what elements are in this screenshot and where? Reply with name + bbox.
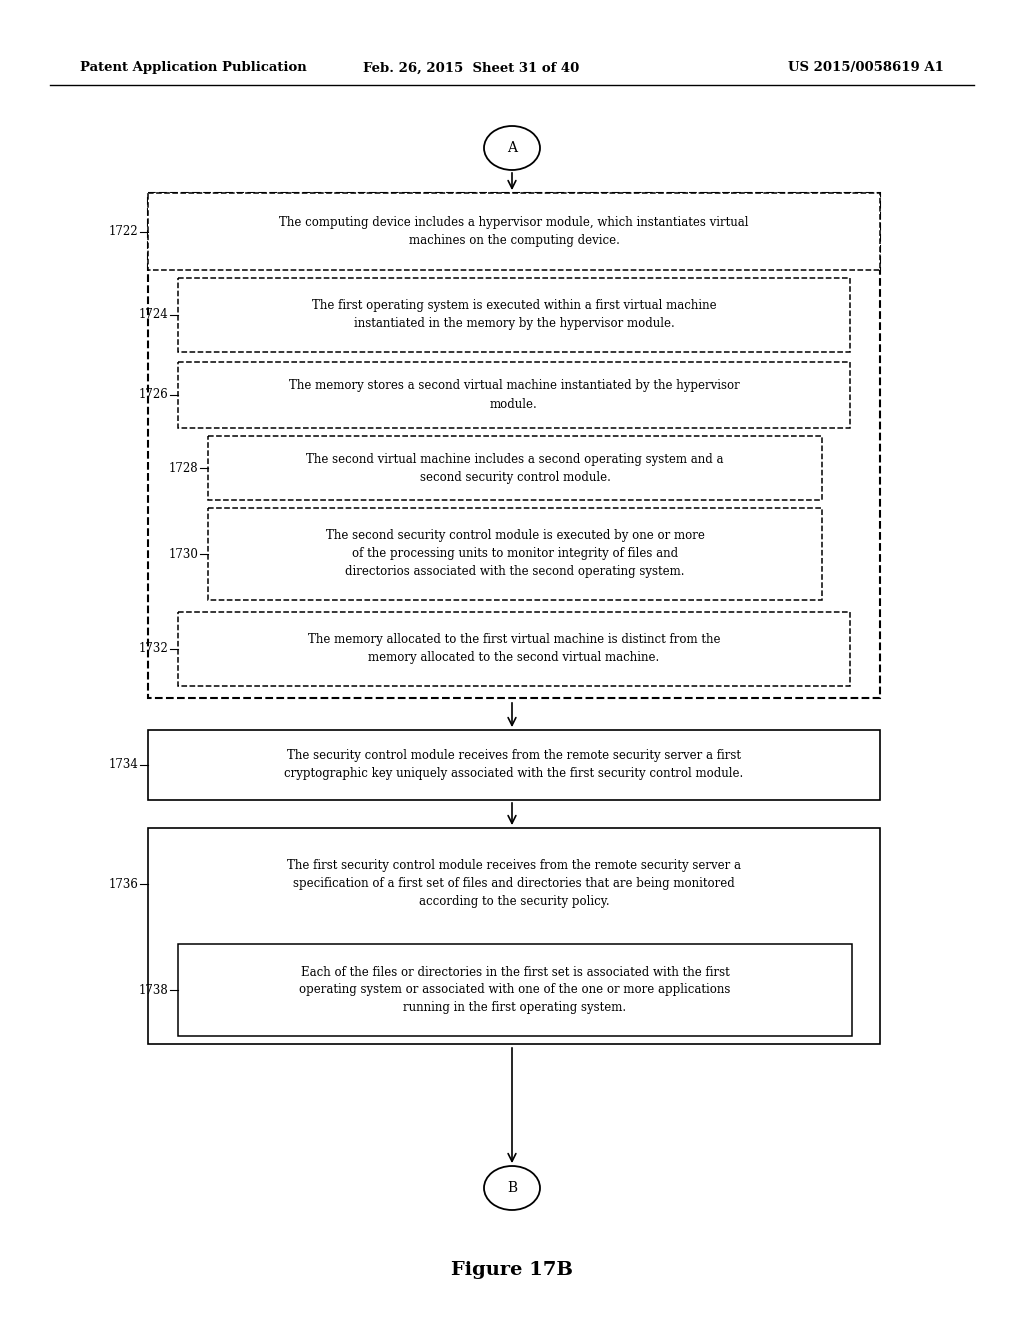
Text: 1732: 1732 <box>138 643 168 656</box>
Ellipse shape <box>484 125 540 170</box>
Bar <box>208 508 822 601</box>
Text: 1736: 1736 <box>109 878 138 891</box>
Text: The second security control module is executed by one or more
of the processing : The second security control module is ex… <box>326 529 705 578</box>
Ellipse shape <box>484 1166 540 1210</box>
Bar <box>148 730 880 800</box>
Text: US 2015/0058619 A1: US 2015/0058619 A1 <box>788 62 944 74</box>
Bar <box>208 436 822 500</box>
Text: Each of the files or directories in the first set is associated with the first
o: Each of the files or directories in the … <box>299 965 731 1015</box>
Text: The memory allocated to the first virtual machine is distinct from the
memory al: The memory allocated to the first virtua… <box>308 634 720 664</box>
Text: The first security control module receives from the remote security server a
spe: The first security control module receiv… <box>287 859 741 908</box>
Text: Figure 17B: Figure 17B <box>451 1261 573 1279</box>
Text: 1734: 1734 <box>109 759 138 771</box>
Text: B: B <box>507 1181 517 1195</box>
Bar <box>178 944 852 1036</box>
Bar <box>178 612 850 686</box>
Text: A: A <box>507 141 517 154</box>
Bar <box>178 362 850 428</box>
Bar <box>148 193 880 271</box>
Text: 1738: 1738 <box>138 983 168 997</box>
Text: The computing device includes a hypervisor module, which instantiates virtual
ma: The computing device includes a hypervis… <box>280 216 749 247</box>
Text: The security control module receives from the remote security server a first
cry: The security control module receives fro… <box>285 750 743 780</box>
Text: Patent Application Publication: Patent Application Publication <box>80 62 307 74</box>
Bar <box>148 193 880 698</box>
Text: 1728: 1728 <box>168 462 198 474</box>
Bar <box>148 828 880 1044</box>
Bar <box>178 279 850 352</box>
Text: 1724: 1724 <box>138 309 168 322</box>
Text: The first operating system is executed within a first virtual machine
instantiat: The first operating system is executed w… <box>311 300 717 330</box>
Text: 1730: 1730 <box>168 548 198 561</box>
Text: 1722: 1722 <box>109 224 138 238</box>
Text: The memory stores a second virtual machine instantiated by the hypervisor
module: The memory stores a second virtual machi… <box>289 380 739 411</box>
Text: Feb. 26, 2015  Sheet 31 of 40: Feb. 26, 2015 Sheet 31 of 40 <box>362 62 580 74</box>
Text: The second virtual machine includes a second operating system and a
second secur: The second virtual machine includes a se… <box>306 453 724 483</box>
Text: 1726: 1726 <box>138 388 168 401</box>
